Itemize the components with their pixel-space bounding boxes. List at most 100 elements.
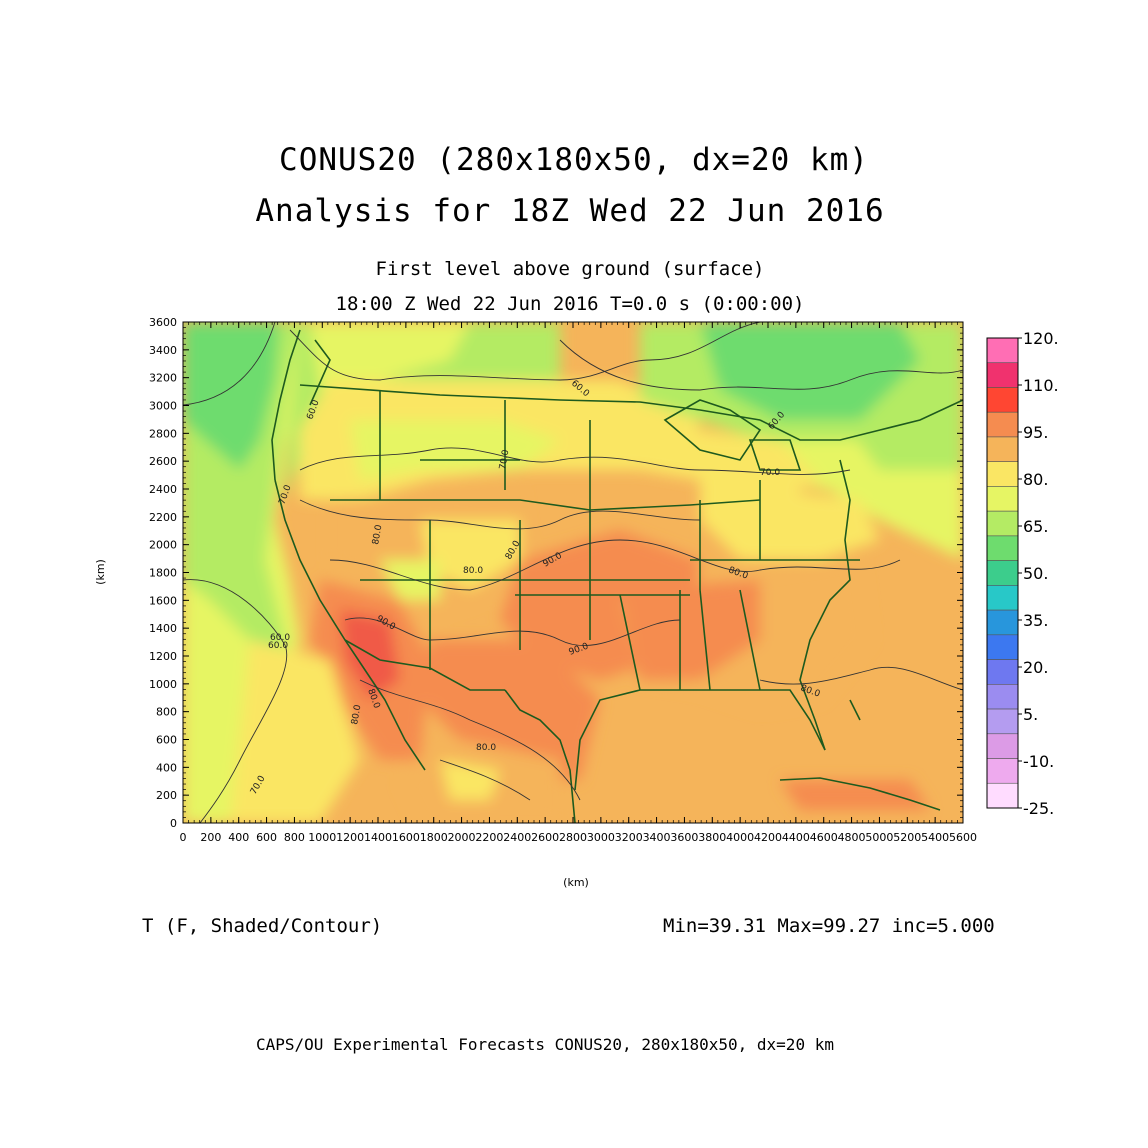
colorbar-swatch — [986, 535, 1019, 561]
colorbar-swatch — [986, 634, 1019, 660]
x-tick-label: 5200 — [893, 831, 921, 844]
y-tick-label: 1400 — [149, 622, 177, 635]
colorbar-label: 80. — [1023, 470, 1048, 489]
colorbar-label: 35. — [1023, 611, 1048, 630]
minor-ticks — [182, 321, 964, 824]
y-tick-label: 3600 — [149, 316, 177, 329]
y-axis: 0 200 400 600 800 1000 1200 1400 1600 1800 2000 220… — [149, 316, 963, 830]
y-tick-label: 400 — [156, 761, 177, 774]
colorbar-swatch — [986, 510, 1019, 537]
y-tick-label: 3000 — [149, 400, 177, 413]
x-tick-label: 2000 — [448, 831, 476, 844]
x-tick-label: 5400 — [921, 831, 949, 844]
x-tick-label: 5600 — [949, 831, 977, 844]
colorbar-label: 110. — [1023, 376, 1059, 395]
contour-label: 80.0 — [463, 566, 483, 576]
x-tick-label: 2400 — [503, 831, 531, 844]
colorbar-swatch — [986, 337, 1019, 364]
colorbar-swatch — [986, 733, 1019, 759]
temperature-shading — [183, 322, 963, 823]
y-tick-label: 2400 — [149, 483, 177, 496]
y-tick-label: 0 — [170, 817, 177, 830]
y-tick-label: 1800 — [149, 567, 177, 580]
colorbar-swatch — [986, 486, 1019, 512]
field-statistics: Min=39.31 Max=99.27 inc=5.000 — [663, 915, 995, 937]
x-tick-label: 3600 — [670, 831, 698, 844]
x-tick-label: 4200 — [754, 831, 782, 844]
credit-footer: CAPS/OU Experimental Forecasts CONUS20, … — [256, 1035, 834, 1054]
x-axis-label: (km) — [563, 876, 589, 889]
x-tick-label: 3400 — [643, 831, 671, 844]
y-tick-label: 200 — [156, 789, 177, 802]
colorbar-label: 95. — [1023, 423, 1048, 442]
x-tick-label: 1000 — [308, 831, 336, 844]
colorbar-label: 50. — [1023, 564, 1048, 583]
x-tick-label: 2200 — [475, 831, 503, 844]
colorbar-label: 20. — [1023, 658, 1048, 677]
x-tick-label: 1800 — [420, 831, 448, 844]
contour-label: 80.0 — [371, 524, 384, 546]
x-tick-label: 1400 — [364, 831, 392, 844]
colorbar-label: 120. — [1023, 329, 1059, 348]
colorbar-swatch — [986, 758, 1019, 784]
y-tick-label: 2600 — [149, 455, 177, 468]
x-tick-label: 1200 — [336, 831, 364, 844]
temperature-colorbar: 120. 110. 95. 80. 65. 50. 35. 20. 5. -10. -25. — [986, 329, 1059, 818]
contour-label-group: 60.0 60.0 70.0 60.0 60.0 70.0 80.0 70.0 … — [249, 379, 822, 797]
variable-label: T (F, Shaded/Contour) — [142, 915, 383, 937]
x-tick-label: 4000 — [726, 831, 754, 844]
y-tick-label: 1000 — [149, 678, 177, 691]
colorbar-swatch — [986, 659, 1019, 685]
contour-label: 60.0 — [268, 641, 288, 651]
x-tick-label: 3000 — [587, 831, 615, 844]
contour-label: 70.0 — [760, 468, 780, 478]
political-boundaries — [271, 329, 963, 823]
x-tick-label: 2800 — [559, 831, 587, 844]
contour-label: 60.0 — [270, 633, 290, 643]
colorbar-swatch — [986, 560, 1019, 586]
x-tick-label: 2600 — [531, 831, 559, 844]
contour-label: 80.0 — [350, 704, 363, 726]
level-subtitle: First level above ground (surface) — [375, 258, 765, 280]
colorbar-label: -25. — [1023, 799, 1054, 818]
x-tick-label: 4400 — [782, 831, 810, 844]
x-tick-label: 4800 — [838, 831, 866, 844]
colorbar-swatch — [986, 609, 1019, 636]
y-tick-label: 600 — [156, 734, 177, 747]
colorbar-label: 5. — [1023, 705, 1038, 724]
y-tick-label: 800 — [156, 706, 177, 719]
time-subtitle: 18:00 Z Wed 22 Jun 2016 T=0.0 s (0:00:00… — [335, 293, 805, 315]
colorbar-label: 65. — [1023, 517, 1048, 536]
y-axis-label: (km) — [94, 559, 107, 585]
x-tick-label: 0 — [180, 831, 187, 844]
x-tick-label: 3800 — [698, 831, 726, 844]
y-tick-label: 2800 — [149, 427, 177, 440]
y-tick-label: 2200 — [149, 511, 177, 524]
colorbar-label: -10. — [1023, 752, 1054, 771]
colorbar-swatch — [986, 585, 1019, 611]
colorbar-swatch — [986, 461, 1019, 487]
x-tick-label: 600 — [256, 831, 277, 844]
map-title: CONUS20 (280x180x50, dx=20 km) — [279, 142, 869, 178]
x-tick-label: 5000 — [865, 831, 893, 844]
colorbar-swatch — [986, 684, 1019, 710]
colorbar-swatch — [986, 782, 1019, 809]
temperature-contours — [183, 322, 963, 823]
y-tick-label: 2000 — [149, 539, 177, 552]
colorbar-swatch — [986, 708, 1019, 735]
y-tick-label: 1600 — [149, 594, 177, 607]
colorbar-swatch — [986, 362, 1019, 388]
x-tick-label: 800 — [284, 831, 305, 844]
x-tick-label: 200 — [200, 831, 221, 844]
y-tick-label: 1200 — [149, 650, 177, 663]
y-tick-label: 3200 — [149, 372, 177, 385]
x-tick-label: 400 — [228, 831, 249, 844]
y-tick-label: 3400 — [149, 344, 177, 357]
contour-label: 80.0 — [476, 743, 496, 753]
x-tick-label: 3200 — [615, 831, 643, 844]
colorbar-swatch — [986, 411, 1019, 438]
map-valid-time-title: Analysis for 18Z Wed 22 Jun 2016 — [255, 193, 885, 229]
contour-label: 70.0 — [498, 449, 511, 471]
colorbar-swatch — [986, 387, 1019, 413]
